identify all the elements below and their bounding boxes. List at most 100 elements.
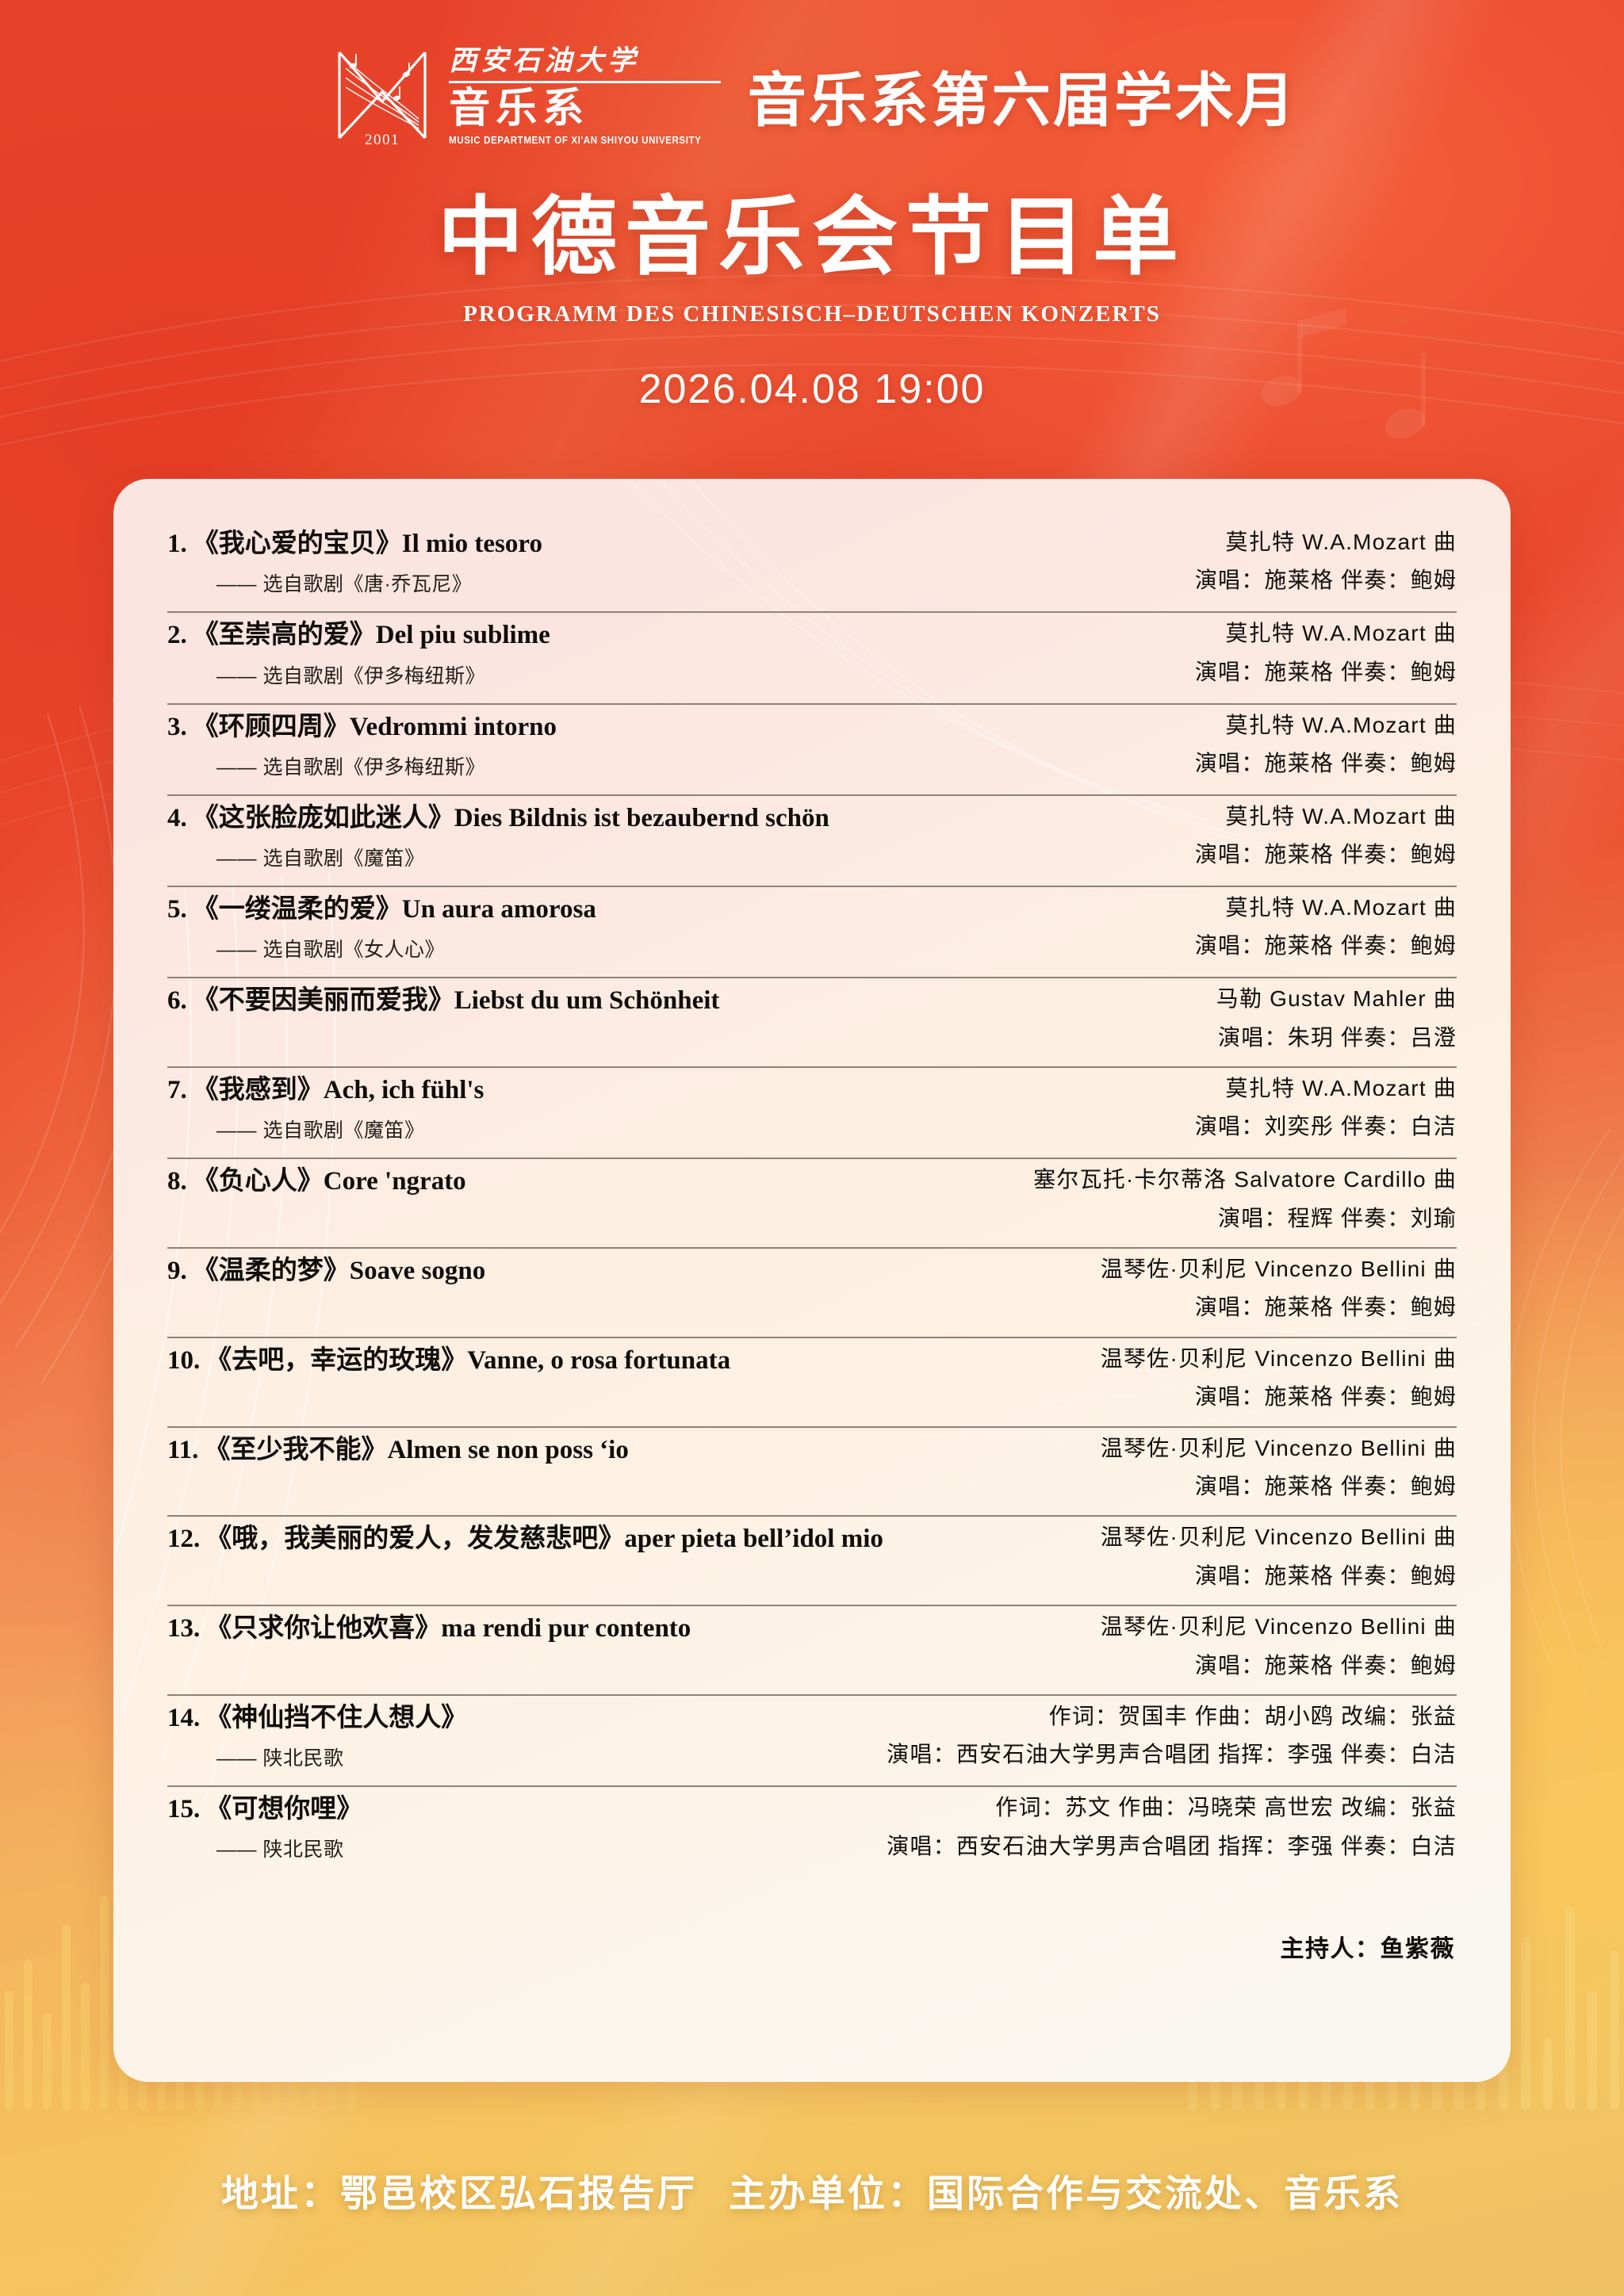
- program-item-number: 3.: [167, 712, 187, 741]
- poster-main-title: 中德音乐会节目单: [437, 191, 1186, 285]
- program-item-source: —— 选自歌剧《伊多梅纽斯》: [216, 664, 485, 687]
- program-item-right: 莫扎特 W.A.Mozart 曲演唱：施莱格 伴奏：鲍姆: [1195, 802, 1457, 870]
- logo-year-text: 2001: [365, 132, 400, 148]
- program-item-number: 10.: [167, 1345, 201, 1375]
- program-item-left: 9. 《温柔的梦》Soave sogno: [167, 1255, 1101, 1288]
- program-card: 1. 《我心爱的宝贝》Il mio tesoro —— 选自歌剧《唐·乔瓦尼》 莫扎特…: [113, 479, 1511, 2082]
- program-item-right: 温琴佐·贝利尼 Vincenzo Bellini 曲演唱：施莱格 伴奏：鲍姆: [1101, 1523, 1457, 1590]
- program-item-title-foreign: Vedrommi intorno: [349, 712, 557, 741]
- poster-header: 2001 西安石油大学 音乐系 MUSIC DEPARTMENT OF XI'A…: [0, 0, 1624, 492]
- program-item-performers: 演唱：程辉 伴奏：刘瑜: [1218, 1205, 1457, 1230]
- program-item-composer: 温琴佐·贝利尼 Vincenzo Bellini 曲: [1100, 1345, 1457, 1371]
- program-item-source: —— 选自歌剧《魔笛》: [216, 848, 425, 870]
- program-item: 12. 《哦，我美丽的爱人，发发慈悲吧》aper pieta bell’idol …: [167, 1517, 1457, 1607]
- program-item-title: 5. 《一缕温柔的爱》Un aura amorosa: [167, 894, 1176, 926]
- program-item-title-foreign: aper pieta bell’idol mio: [624, 1525, 883, 1554]
- program-item-number: 4.: [167, 803, 187, 832]
- program-item-right: 温琴佐·贝利尼 Vincenzo Bellini 曲演唱：施莱格 伴奏：鲍姆: [1101, 1613, 1457, 1680]
- program-item: 1. 《我心爱的宝贝》Il mio tesoro —— 选自歌剧《唐·乔瓦尼》 莫扎特…: [167, 522, 1457, 614]
- program-item-source: —— 选自歌剧《女人心》: [216, 939, 445, 962]
- program-item-composer: 莫扎特 W.A.Mozart 曲: [1225, 530, 1457, 554]
- program-item-title: 1. 《我心爱的宝贝》Il mio tesoro: [167, 528, 1176, 561]
- program-item-number: 6.: [167, 986, 187, 1016]
- program-list: 1. 《我心爱的宝贝》Il mio tesoro —— 选自歌剧《唐·乔瓦尼》 莫扎特…: [167, 522, 1457, 1877]
- program-item-title-foreign: Core 'ngrato: [323, 1167, 466, 1196]
- program-item-performers: 演唱：施莱格 伴奏：鲍姆: [1194, 1474, 1457, 1499]
- program-item: 8. 《负心人》Core 'ngrato 塞尔瓦托·卡尔蒂洛 Salvatore C…: [167, 1159, 1457, 1249]
- program-item-left: 2. 《至崇高的爱》Del piu sublime —— 选自歌剧《伊多梅纽斯》: [167, 619, 1195, 688]
- program-item-number: 12.: [167, 1525, 201, 1554]
- program-item-title: 12. 《哦，我美丽的爱人，发发慈悲吧》aper pieta bell’idol …: [167, 1523, 1082, 1556]
- music-department-emblem-icon: 2001: [338, 51, 427, 148]
- program-item-title-cn: 《去吧，幸运的玫瑰》: [205, 1345, 468, 1375]
- program-item-left: 6. 《不要因美丽而爱我》Liebst du um Schönheit: [167, 985, 1216, 1017]
- program-item-title-cn: 《只求你让他欢喜》: [205, 1614, 442, 1644]
- program-item-left: 12. 《哦，我美丽的爱人，发发慈悲吧》aper pieta bell’idol …: [167, 1523, 1101, 1556]
- program-item-composer: 作词：贺国丰 作曲：胡小鸥 改编：张益: [1048, 1703, 1457, 1728]
- program-item-title: 13. 《只求你让他欢喜》ma rendi pur contento: [167, 1613, 1082, 1645]
- logo-university-name: 西安石油大学: [449, 45, 640, 77]
- program-item-title-foreign: Un aura amorosa: [401, 895, 596, 924]
- program-item-title-cn: 《我感到》: [192, 1076, 324, 1105]
- program-item-left: 4. 《这张脸庞如此迷人》Dies Bildnis ist bezaubernd …: [167, 802, 1195, 871]
- program-item-title-foreign: ma rendi pur contento: [441, 1614, 691, 1644]
- program-item-title-cn: 《一缕温柔的爱》: [192, 895, 402, 924]
- program-item: 14. 《神仙挡不住人想人》 —— 陕北民歌 作词：贺国丰 作曲：胡小鸥 改编：张益演…: [167, 1696, 1457, 1788]
- program-item-right: 温琴佐·贝利尼 Vincenzo Bellini 曲演唱：施莱格 伴奏：鲍姆: [1101, 1345, 1457, 1412]
- program-item-composer: 马勒 Gustav Mahler 曲: [1216, 986, 1457, 1012]
- program-item: 4. 《这张脸庞如此迷人》Dies Bildnis ist bezaubernd …: [167, 796, 1457, 887]
- program-item: 9. 《温柔的梦》Soave sogno 温琴佐·贝利尼 Vincenzo Bell…: [167, 1249, 1457, 1338]
- poster-subtitle-german: PROGRAMM DES CHINESISCH–DEUTSCHEN KONZER…: [463, 301, 1161, 327]
- program-item-title-cn: 《哦，我美丽的爱人，发发慈悲吧》: [205, 1525, 625, 1554]
- program-item-title-cn: 《至崇高的爱》: [192, 621, 376, 650]
- program-item-performers: 演唱：施莱格 伴奏：鲍姆: [1194, 750, 1457, 775]
- program-item-source: —— 选自歌剧《伊多梅纽斯》: [216, 756, 485, 779]
- program-item-composer: 莫扎特 W.A.Mozart 曲: [1225, 712, 1457, 737]
- program-item: 7. 《我感到》Ach, ich fühl's —— 选自歌剧《魔笛》 莫扎特 W.A…: [167, 1068, 1457, 1160]
- program-item-title-cn: 《神仙挡不住人想人》: [205, 1703, 468, 1732]
- program-item: 13. 《只求你让他欢喜》ma rendi pur contento 温琴佐·贝利尼…: [167, 1606, 1457, 1696]
- university-logo: 2001 西安石油大学 音乐系 MUSIC DEPARTMENT OF XI'A…: [327, 40, 721, 151]
- program-item-left: 13. 《只求你让他欢喜》ma rendi pur contento: [167, 1613, 1101, 1645]
- program-item-title-cn: 《不要因美丽而爱我》: [192, 986, 454, 1016]
- program-item-right: 作词：贺国丰 作曲：胡小鸥 改编：张益演唱：西安石油大学男声合唱团 指挥：李强 …: [887, 1702, 1457, 1770]
- program-item-number: 13.: [167, 1614, 201, 1644]
- program-item-left: 5. 《一缕温柔的爱》Un aura amorosa —— 选自歌剧《女人心》: [167, 894, 1195, 962]
- logo-text-block: 西安石油大学 音乐系 MUSIC DEPARTMENT OF XI'AN SHI…: [449, 45, 721, 151]
- program-item-right: 莫扎特 W.A.Mozart 曲演唱：施莱格 伴奏：鲍姆: [1195, 619, 1457, 687]
- program-item-right: 温琴佐·贝利尼 Vincenzo Bellini 曲演唱：施莱格 伴奏：鲍姆: [1101, 1434, 1457, 1502]
- program-item-performers: 演唱：施莱格 伴奏：鲍姆: [1194, 933, 1457, 959]
- program-item-composer: 莫扎特 W.A.Mozart 曲: [1225, 803, 1457, 828]
- program-item-title-cn: 《负心人》: [192, 1167, 324, 1196]
- program-item-title: 2. 《至崇高的爱》Del piu sublime: [167, 619, 1176, 652]
- program-item-source: —— 选自歌剧《魔笛》: [216, 1119, 425, 1142]
- program-item: 11. 《至少我不能》Almen se non poss ‘io 温琴佐·贝利尼 V…: [167, 1428, 1457, 1517]
- program-item-performers: 演唱：施莱格 伴奏：鲍姆: [1194, 842, 1457, 867]
- footer-organizer-label: 主办单位：: [729, 2172, 927, 2214]
- logo-department-name: 音乐系: [449, 86, 590, 132]
- event-title: 音乐系第六届学术月: [747, 68, 1297, 134]
- program-item-right: 莫扎特 W.A.Mozart 曲演唱：施莱格 伴奏：鲍姆: [1195, 894, 1457, 961]
- program-item-left: 1. 《我心爱的宝贝》Il mio tesoro —— 选自歌剧《唐·乔瓦尼》: [167, 528, 1195, 597]
- program-item-right: 莫扎特 W.A.Mozart 曲演唱：施莱格 伴奏：鲍姆: [1195, 528, 1457, 595]
- program-item-performers: 演唱：刘奕彤 伴奏：白洁: [1194, 1114, 1457, 1139]
- program-item-title: 11. 《至少我不能》Almen se non poss ‘io: [167, 1434, 1082, 1467]
- program-item: 10. 《去吧，幸运的玫瑰》Vanne, o rosa fortunata 温琴佐·…: [167, 1338, 1457, 1428]
- event-datetime: 2026.04.08 19:00: [638, 366, 986, 412]
- program-item-left: 14. 《神仙挡不住人想人》 —— 陕北民歌: [167, 1702, 887, 1771]
- logo-divider: [449, 81, 721, 83]
- logo-department-name-en: MUSIC DEPARTMENT OF XI'AN SHIYOU UNIVERS…: [449, 135, 702, 146]
- program-item-source: —— 选自歌剧《唐·乔瓦尼》: [216, 573, 473, 596]
- program-item-source: —— 陕北民歌: [216, 1839, 344, 1862]
- program-item-performers: 演唱：西安石油大学男声合唱团 指挥：李强 伴奏：白洁: [887, 1742, 1457, 1767]
- program-item-title-foreign: Liebst du um Schönheit: [454, 986, 720, 1016]
- program-item-right: 莫扎特 W.A.Mozart 曲演唱：施莱格 伴奏：鲍姆: [1195, 711, 1457, 779]
- program-item-performers: 演唱：施莱格 伴奏：鲍姆: [1194, 1652, 1457, 1678]
- host-line: 主持人：鱼紫薇: [1280, 1936, 1455, 1963]
- program-item: 5. 《一缕温柔的爱》Un aura amorosa —— 选自歌剧《女人心》 莫扎特…: [167, 887, 1457, 979]
- program-item-number: 1.: [167, 530, 187, 558]
- program-item-title-foreign: Soave sogno: [349, 1257, 486, 1286]
- program-item: 3. 《环顾四周》Vedrommi intorno —— 选自歌剧《伊多梅纽斯》 莫扎…: [167, 705, 1457, 796]
- program-item-title-foreign: Del piu sublime: [375, 621, 550, 650]
- program-item-title-cn: 《可想你哩》: [205, 1795, 363, 1824]
